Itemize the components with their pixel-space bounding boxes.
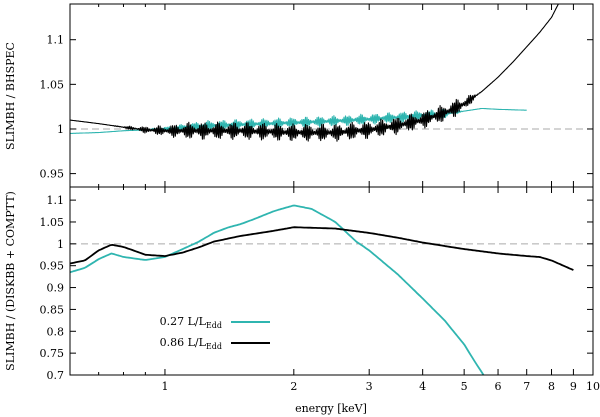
bottom-series-line-0.27 [69, 204, 485, 376]
bottom-y-tick-label: 0.7 [47, 369, 65, 382]
x-tick-label: 2 [290, 380, 297, 393]
x-tick-label: 7 [523, 380, 530, 393]
svg-text:0.27 L/LEdd: 0.27 L/LEdd [160, 315, 222, 330]
bottom-y-tick-label: 1.1 [47, 194, 65, 207]
legend: 0.27 L/LEdd 0.86 L/LEdd [160, 315, 270, 351]
top-panel: 0.95 1 1.05 1.1 SLIMBH / BHSPEC [4, 3, 594, 188]
bottom-y-tick-label: 0.95 [40, 260, 65, 273]
bottom-y-axis-label: SLIMBH / (DISKBB + COMPTT) [4, 191, 17, 371]
legend-label-0.86: 0.86 L/L [160, 336, 207, 349]
x-tick-label: 3 [366, 380, 373, 393]
bottom-plot-frame [69, 186, 594, 376]
bottom-y-tick-label: 1 [57, 238, 64, 251]
x-tick-label: 1 [161, 380, 168, 393]
x-tick-label: 4 [419, 380, 426, 393]
bottom-series-line-0.86 [69, 226, 574, 271]
top-y-tick-label: 1 [57, 123, 64, 136]
x-tick-label: 8 [548, 380, 555, 393]
legend-entry-0.27: 0.27 L/LEdd [160, 315, 270, 330]
legend-label-0.27: 0.27 L/L [160, 315, 207, 328]
top-y-tick-label: 1.1 [47, 34, 65, 47]
x-tick-label: 10 [586, 380, 600, 393]
bottom-panel: 0.7 0.75 0.8 0.85 0.9 0.95 1 1.05 1.1 1 2 3 4 5 6 7 8 9 10… [4, 186, 600, 415]
bottom-y-tick-label: 0.85 [40, 303, 65, 316]
bottom-y-tick-label: 0.8 [47, 325, 65, 338]
legend-sub-0.27: Edd [206, 321, 222, 330]
x-tick-label: 6 [495, 380, 502, 393]
top-y-axis-label: SLIMBH / BHSPEC [4, 42, 17, 150]
x-tick-label: 9 [570, 380, 577, 393]
top-y-tick-label: 1.05 [40, 78, 65, 91]
legend-sub-0.86: Edd [206, 342, 222, 351]
bottom-y-tick-label: 0.9 [47, 282, 65, 295]
x-axis-label: energy [keV] [295, 402, 367, 415]
bottom-y-tick-label: 1.05 [40, 216, 65, 229]
x-tick-label: 5 [461, 380, 468, 393]
top-series-line-0.86 [69, 3, 559, 142]
legend-entry-0.86: 0.86 L/LEdd [160, 336, 270, 351]
svg-text:0.86 L/LEdd: 0.86 L/LEdd [160, 336, 222, 351]
top-y-tick-label: 0.95 [40, 168, 65, 181]
bottom-y-tick-label: 0.75 [40, 347, 65, 360]
